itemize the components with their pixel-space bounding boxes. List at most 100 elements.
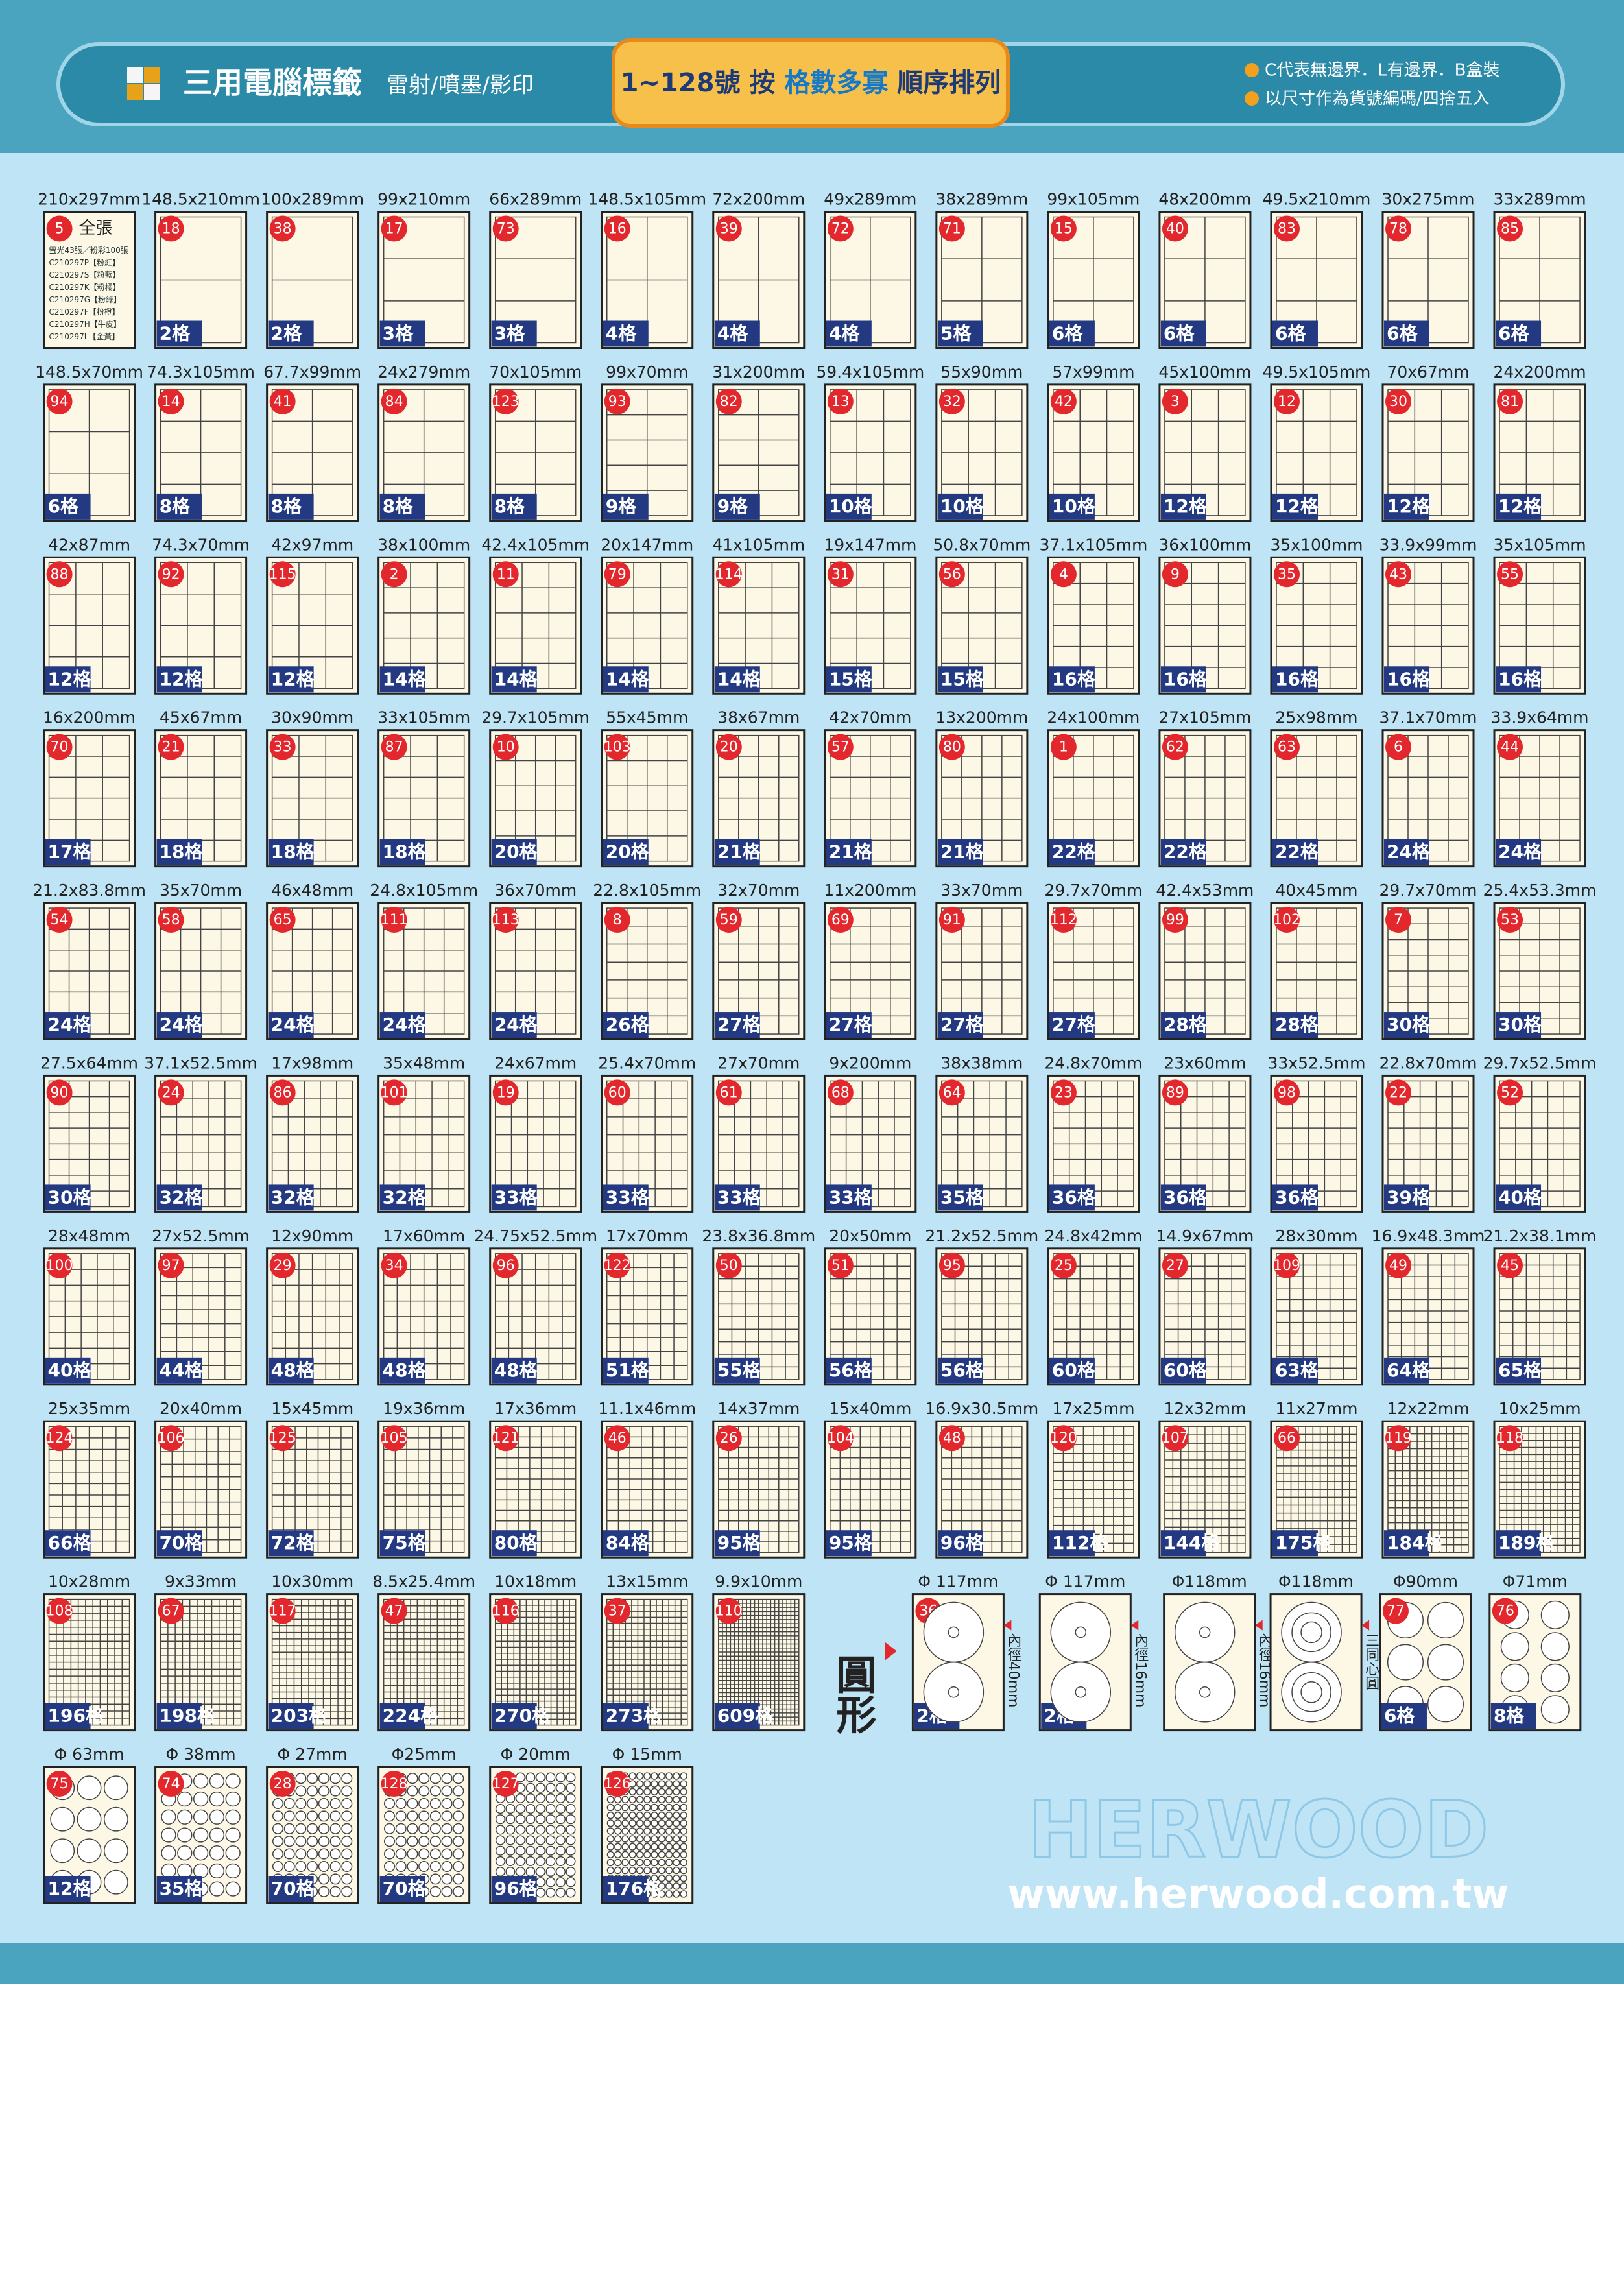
count-box [1049, 839, 1095, 865]
count-box [1160, 839, 1206, 865]
label-shape [545, 1782, 556, 1793]
number-badge [381, 1252, 407, 1278]
count-box [826, 1530, 872, 1557]
label-shape [621, 1866, 629, 1875]
label-shape [628, 1858, 636, 1867]
header-subtitle: 雷射/噴墨/影印 [387, 73, 534, 99]
sheet-line: C210297S【粉藍】 [49, 270, 121, 280]
size-label: 49.5x105mm [1263, 363, 1371, 381]
label-shape [636, 1827, 644, 1835]
sheet-item: 33.9x99mm 43 16格 [1379, 535, 1477, 695]
item-number: 86 [274, 1085, 292, 1101]
count-label: 72格 [271, 1532, 315, 1553]
number-badge [1050, 388, 1077, 414]
sheet-item: 24.8x105mm 111 24格 [370, 881, 478, 1040]
count-box [156, 1530, 202, 1557]
size-label: 45x67mm [160, 708, 242, 727]
sheet-item: 29.7x70mm 7 30格 [1379, 881, 1477, 1040]
item-number: 112 [1050, 912, 1077, 928]
size-label: 27x70mm [717, 1053, 800, 1072]
size-label: Φ 20mm [501, 1745, 571, 1764]
count-label: 21格 [717, 841, 761, 863]
label-shape [272, 1860, 284, 1873]
size-label: 23x60mm [1164, 1053, 1246, 1072]
label-shape [614, 1835, 622, 1843]
label-shape [651, 1803, 658, 1812]
number-badge [715, 1079, 742, 1106]
label-shape [495, 1856, 506, 1866]
label-shape [395, 1836, 407, 1847]
number-badge [1385, 1252, 1412, 1278]
label-shape [418, 1823, 430, 1834]
count-label: 24格 [1498, 841, 1542, 863]
item-number: 15 [1055, 221, 1073, 237]
label-shape [341, 1810, 353, 1822]
size-label: 70x67mm [1387, 363, 1469, 381]
label-shape [651, 1788, 658, 1796]
sheet-item: 20x147mm 79 14格 [601, 535, 693, 695]
count-box [1490, 1703, 1536, 1729]
item-number: 35 [1278, 566, 1296, 582]
number-badge [1162, 388, 1188, 414]
item-number: 2 [390, 566, 399, 582]
label-shape [341, 1836, 353, 1847]
label-shape [555, 1877, 566, 1888]
count-box [937, 1012, 983, 1038]
sheet-item: 11x27mm 66 175格 [1270, 1399, 1363, 1559]
number-badge [1050, 1252, 1077, 1278]
label-shape [103, 1806, 128, 1832]
label-shape [329, 1848, 341, 1860]
item-number: 108 [46, 1603, 73, 1620]
number-badge [715, 1252, 742, 1278]
count-label: 30格 [1498, 1014, 1542, 1035]
label-shape [628, 1819, 636, 1827]
item-number: 20 [720, 739, 738, 756]
label-shape [535, 1793, 546, 1803]
number-badge [604, 1079, 630, 1106]
sheet-item: 15x45mm 125 72格 [266, 1399, 359, 1559]
sheet-item: 28x48mm 100 40格 [43, 1227, 136, 1386]
number-badge [604, 388, 630, 414]
label-shape [555, 1867, 566, 1877]
label-shape [525, 1814, 536, 1825]
count-label: 24格 [383, 1014, 427, 1035]
label-shape [515, 1793, 526, 1803]
label-shape [680, 1874, 687, 1882]
label-shape [606, 1819, 615, 1827]
label-shape [193, 1827, 209, 1843]
item-number: 13 [831, 394, 850, 410]
count-box [45, 1875, 91, 1902]
count-box [937, 1184, 983, 1211]
number-badge [1382, 1598, 1409, 1624]
label-shape [295, 1823, 307, 1834]
count-label: 8格 [383, 496, 414, 517]
label-shape [1387, 1644, 1424, 1681]
label-shape [225, 1791, 241, 1807]
sheet-item: 38x100mm 2 14格 [377, 535, 470, 695]
item-number: 95 [943, 1258, 961, 1274]
label-shape [307, 1848, 318, 1860]
label-shape [651, 1866, 658, 1875]
number-badge [381, 1770, 407, 1797]
number-badge [938, 1425, 965, 1452]
label-shape [680, 1811, 687, 1819]
label-shape [177, 1791, 193, 1807]
size-label: 38x67mm [717, 708, 800, 727]
banner-part: 順序排列 [888, 68, 1001, 98]
number-badge [46, 388, 73, 414]
item-number: 58 [162, 912, 180, 928]
number-badge [158, 907, 184, 933]
disc-ring [1300, 1621, 1322, 1644]
label-shape [606, 1851, 615, 1859]
count-label: 36格 [1052, 1186, 1096, 1208]
header-note: 以尺寸作為貨號編碼/四捨五入 [1265, 90, 1490, 109]
label-shape [665, 1811, 673, 1819]
sheet-item: 38x38mm 64 35格 [935, 1053, 1029, 1213]
item-number: 100 [46, 1258, 73, 1274]
label-shape [295, 1797, 307, 1810]
label-shape [407, 1785, 418, 1797]
count-label: 12格 [271, 668, 315, 690]
count-box [491, 493, 537, 520]
count-box [1049, 1357, 1095, 1384]
size-label: 16.9x30.5mm [925, 1399, 1038, 1418]
